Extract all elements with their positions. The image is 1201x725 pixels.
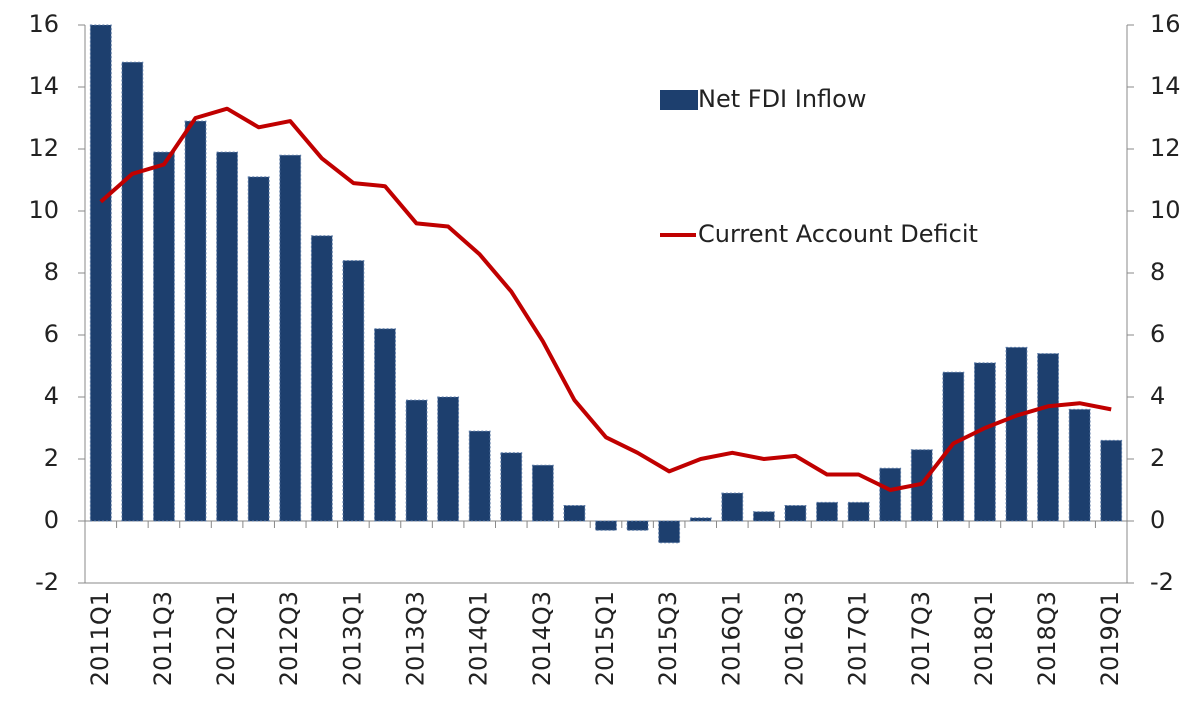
bar xyxy=(216,151,239,522)
x-tick-label: 2012Q1 xyxy=(212,591,240,686)
bar xyxy=(1068,408,1091,522)
legend-label: Net FDI Inflow xyxy=(698,85,866,113)
bar xyxy=(973,362,996,522)
bar xyxy=(310,235,333,522)
y2-tick-label: 4 xyxy=(1150,382,1165,410)
legend-swatch xyxy=(660,90,698,110)
bar xyxy=(1037,353,1059,522)
y-tick-label: 6 xyxy=(44,320,59,348)
bar xyxy=(847,501,870,522)
y2-tick-label: 16 xyxy=(1150,10,1181,38)
x-tick-label: 2017Q1 xyxy=(844,591,872,686)
x-tick-label: 2018Q1 xyxy=(970,591,998,686)
bar xyxy=(437,396,460,522)
x-tick-label: 2018Q3 xyxy=(1033,591,1061,686)
bar xyxy=(374,328,396,522)
bar xyxy=(247,176,270,522)
y-tick-label: 14 xyxy=(28,72,59,100)
y2-tick-label: 6 xyxy=(1150,320,1165,348)
x-tick-label: 2014Q3 xyxy=(528,591,556,686)
bar xyxy=(689,517,712,522)
bar xyxy=(658,520,681,544)
y-tick-label: 12 xyxy=(28,134,59,162)
bar xyxy=(1005,346,1028,522)
bar xyxy=(184,120,207,522)
x-tick-label: 2016Q1 xyxy=(717,591,745,686)
bar xyxy=(531,464,554,522)
bar xyxy=(500,452,523,522)
bar xyxy=(784,505,807,522)
x-tick-label: 2012Q3 xyxy=(275,591,303,686)
x-tick-label: 2019Q1 xyxy=(1096,591,1124,686)
y2-tick-label: 2 xyxy=(1150,444,1165,472)
y2-tick-label: 0 xyxy=(1150,506,1165,534)
x-tick-label: 2013Q1 xyxy=(338,591,366,686)
x-tick-label: 2011Q3 xyxy=(149,591,177,686)
y2-tick-label: -2 xyxy=(1150,568,1174,596)
bar xyxy=(468,430,491,522)
x-tick-label: 2017Q3 xyxy=(907,591,935,686)
x-tick-label: 2015Q3 xyxy=(654,591,682,686)
y-tick-label: -2 xyxy=(35,568,59,596)
bar xyxy=(121,61,144,522)
y-tick-label: 8 xyxy=(44,258,59,286)
bar xyxy=(279,154,302,522)
y-tick-label: 10 xyxy=(28,196,59,224)
bar xyxy=(405,399,428,522)
y2-tick-label: 14 xyxy=(1150,72,1181,100)
x-tick-label: 2016Q3 xyxy=(780,591,808,686)
bar xyxy=(342,260,365,522)
y-tick-label: 2 xyxy=(44,444,59,472)
y2-tick-label: 8 xyxy=(1150,258,1165,286)
y-tick-label: 0 xyxy=(44,506,59,534)
y-tick-label: 16 xyxy=(28,10,59,38)
bar xyxy=(626,520,649,531)
bar xyxy=(879,467,902,522)
line xyxy=(99,106,1112,492)
bar xyxy=(752,511,775,522)
bar xyxy=(153,151,175,522)
x-tick-label: 2015Q1 xyxy=(591,591,619,686)
bar xyxy=(1100,439,1123,522)
x-tick-label: 2014Q1 xyxy=(465,591,493,686)
bar xyxy=(816,501,838,522)
bar xyxy=(89,24,112,522)
x-tick-label: 2011Q1 xyxy=(86,591,114,686)
y2-tick-label: 10 xyxy=(1150,196,1181,224)
bar xyxy=(721,492,744,522)
legend-label: Current Account Deficit xyxy=(698,220,978,248)
x-tick-label: 2013Q3 xyxy=(402,591,430,686)
bar xyxy=(595,520,617,531)
y2-tick-label: 12 xyxy=(1150,134,1181,162)
y-tick-label: 4 xyxy=(44,382,59,410)
bar xyxy=(563,505,586,522)
